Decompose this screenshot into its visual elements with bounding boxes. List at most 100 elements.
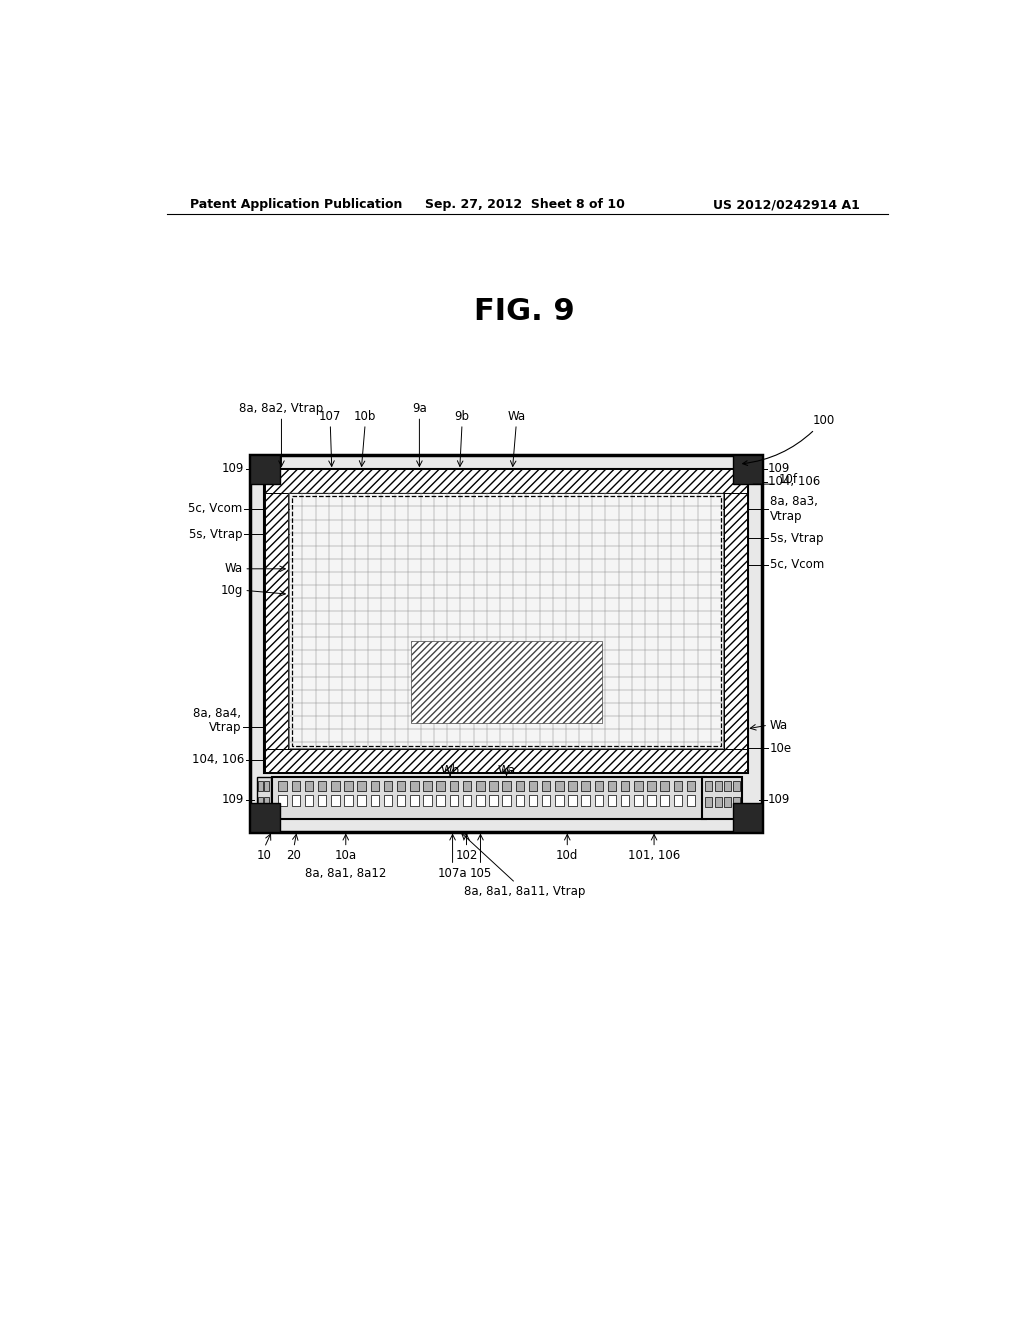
Bar [724, 780, 731, 791]
Bar [257, 776, 270, 818]
Bar [660, 780, 669, 791]
Bar [423, 795, 432, 807]
Bar [634, 780, 643, 791]
Text: Wa: Wa [770, 718, 787, 731]
Bar [371, 780, 379, 791]
Bar [555, 795, 563, 807]
Bar [542, 780, 550, 791]
Text: 109: 109 [222, 462, 245, 475]
Bar [251, 455, 762, 832]
Bar [292, 795, 300, 807]
Bar [397, 795, 406, 807]
Bar [344, 780, 352, 791]
Bar [292, 780, 300, 791]
Bar [463, 780, 471, 791]
Bar [515, 780, 524, 791]
Text: Wa: Wa [498, 764, 515, 777]
Text: 10g: 10g [220, 583, 243, 597]
Bar [411, 642, 602, 723]
Text: 100: 100 [742, 413, 835, 466]
Bar [542, 795, 550, 807]
Bar [582, 780, 590, 791]
Text: 105: 105 [469, 867, 492, 880]
Bar [732, 803, 762, 832]
Text: 5s, Vtrap: 5s, Vtrap [770, 532, 823, 545]
Bar [410, 780, 419, 791]
Bar [528, 780, 538, 791]
Bar [674, 780, 682, 791]
Bar [724, 797, 731, 807]
Bar [397, 780, 406, 791]
Bar [279, 780, 287, 791]
Bar [701, 776, 741, 818]
Text: 10: 10 [257, 849, 271, 862]
Text: 8a, 8a1, 8a12: 8a, 8a1, 8a12 [305, 867, 386, 880]
Bar [706, 797, 713, 807]
Bar [292, 496, 721, 746]
Bar [503, 780, 511, 791]
Bar [647, 780, 655, 791]
Text: 8a, 8a2, Vtrap: 8a, 8a2, Vtrap [240, 401, 324, 414]
Bar [647, 795, 655, 807]
Text: 10e: 10e [770, 742, 792, 755]
Bar [674, 795, 682, 807]
Bar [724, 492, 748, 748]
Bar [732, 455, 762, 484]
Text: 20: 20 [287, 849, 301, 862]
Bar [384, 780, 392, 791]
Bar [265, 748, 748, 772]
Bar [607, 780, 616, 791]
Bar [344, 795, 352, 807]
Bar [621, 795, 630, 807]
Text: Wa: Wa [224, 562, 243, 576]
Bar [595, 795, 603, 807]
Text: 9b: 9b [455, 409, 470, 422]
Bar [621, 780, 630, 791]
Text: 102: 102 [456, 849, 478, 862]
Text: Patent Application Publication: Patent Application Publication [190, 198, 402, 211]
Text: 8a, 8a4,
Vtrap: 8a, 8a4, Vtrap [194, 706, 241, 734]
Bar [476, 795, 484, 807]
Bar [436, 780, 445, 791]
Bar [410, 795, 419, 807]
Bar [384, 795, 392, 807]
Bar [265, 470, 748, 492]
Bar [733, 797, 740, 807]
Bar [463, 795, 471, 807]
Text: Wb: Wb [440, 764, 460, 777]
Bar [272, 776, 707, 818]
Bar [317, 795, 327, 807]
Text: Sep. 27, 2012  Sheet 8 of 10: Sep. 27, 2012 Sheet 8 of 10 [425, 198, 625, 211]
Bar [733, 780, 740, 791]
Bar [660, 795, 669, 807]
Bar [264, 469, 748, 774]
Bar [555, 780, 563, 791]
Bar [264, 797, 269, 807]
Bar [357, 780, 366, 791]
Bar [634, 795, 643, 807]
Text: 9a: 9a [412, 401, 427, 414]
Bar [258, 797, 263, 807]
Bar [331, 795, 340, 807]
Text: 8a, 8a1, 8a11, Vtrap: 8a, 8a1, 8a11, Vtrap [464, 884, 586, 898]
Text: 10f: 10f [779, 473, 798, 486]
Bar [450, 780, 458, 791]
Bar [503, 795, 511, 807]
Bar [528, 795, 538, 807]
Text: 5s, Vtrap: 5s, Vtrap [189, 528, 243, 541]
Text: 8a, 8a3,
Vtrap: 8a, 8a3, Vtrap [770, 495, 817, 523]
Text: 101, 106: 101, 106 [628, 849, 680, 862]
Bar [265, 492, 289, 748]
Bar [436, 795, 445, 807]
Bar [258, 780, 263, 791]
Text: 109: 109 [768, 462, 791, 475]
Bar [568, 795, 577, 807]
Text: 109: 109 [768, 793, 791, 807]
Text: Wa: Wa [507, 409, 525, 422]
Text: 107a: 107a [437, 867, 467, 880]
Bar [715, 780, 722, 791]
Bar [582, 795, 590, 807]
Bar [706, 780, 713, 791]
Text: 10d: 10d [556, 849, 579, 862]
Text: FIG. 9: FIG. 9 [474, 297, 575, 326]
